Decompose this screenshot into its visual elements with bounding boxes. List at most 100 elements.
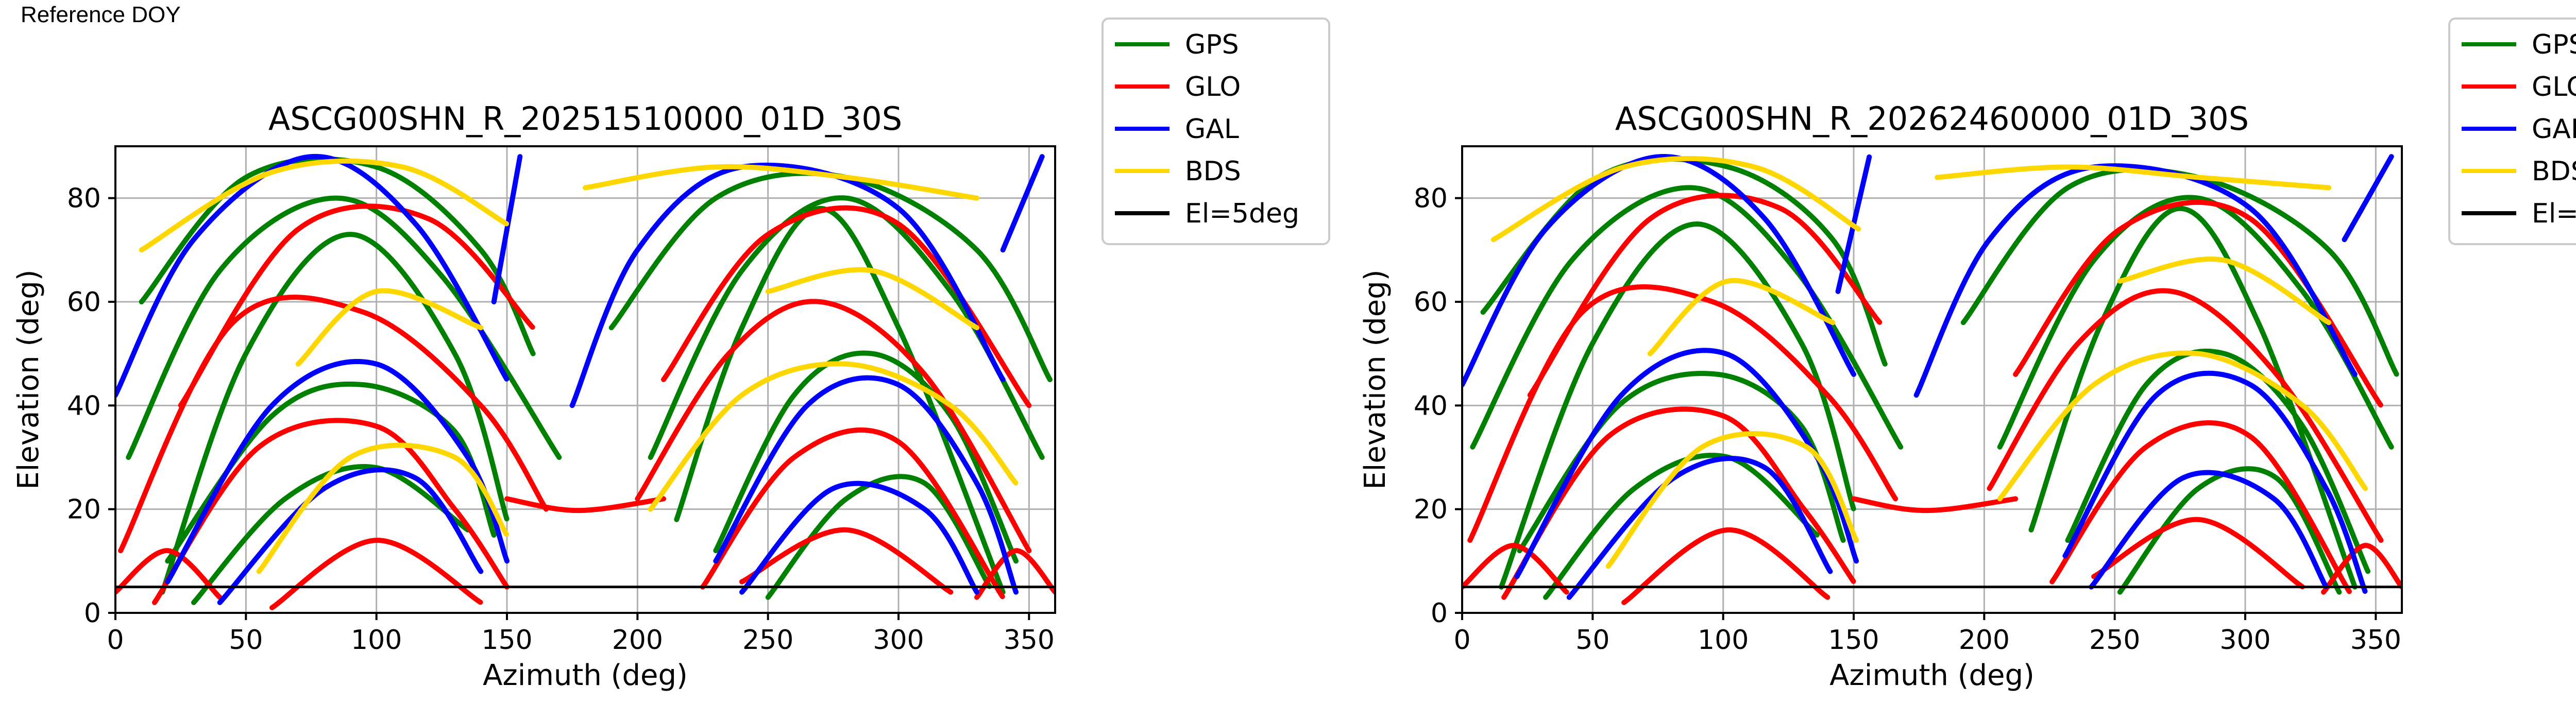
track-bds: [1647, 278, 1836, 356]
legend-label: GLO: [1185, 72, 1241, 102]
x-tick-label: 300: [873, 625, 924, 656]
legend-label: GAL: [1185, 114, 1239, 145]
track-gal: [2342, 154, 2394, 243]
track-bds: [1605, 431, 1859, 569]
legend-label: BDS: [2532, 156, 2576, 187]
legend-label: BDS: [1185, 156, 1241, 187]
track-gps: [765, 474, 993, 600]
y-tick-label: 0: [1431, 598, 1448, 629]
y-tick-label: 60: [67, 287, 101, 318]
track-glo: [974, 548, 1055, 600]
track-gal: [115, 153, 510, 398]
track-glo: [152, 418, 510, 605]
track-glo: [2091, 517, 2306, 590]
x-tick-label: 150: [1828, 625, 1879, 656]
plot-frame: [1461, 145, 2403, 614]
track-gps: [2028, 205, 2358, 590]
x-tick-label: 200: [1959, 625, 2010, 656]
x-tick-label: 100: [1698, 625, 1749, 656]
track-gal: [2062, 370, 2368, 595]
track-glo: [661, 205, 1032, 408]
legend-label: GAL: [2532, 114, 2576, 145]
track-glo: [178, 203, 536, 408]
track-glo: [115, 548, 223, 600]
series-bds: [1490, 156, 2368, 569]
y-tick-label: 20: [1414, 494, 1448, 525]
track-gal: [1462, 154, 1856, 388]
track-bds: [2117, 256, 2332, 325]
track-gps: [1543, 453, 1820, 600]
legend-label: GPS: [1185, 29, 1239, 60]
track-bds: [583, 164, 979, 201]
track-glo: [1621, 527, 1831, 605]
track-gps: [713, 350, 1019, 564]
track-gal: [217, 467, 484, 605]
track-gps: [1470, 185, 1904, 450]
tracks: [115, 153, 1055, 610]
track-gal: [491, 154, 523, 304]
series-bds: [139, 158, 1019, 574]
grid: [114, 146, 1055, 614]
track-bds: [295, 288, 484, 367]
track-glo: [700, 427, 1006, 600]
track-gal: [1514, 348, 1859, 579]
track-glo: [504, 496, 666, 513]
track-glo: [1501, 406, 1856, 600]
track-bds: [256, 442, 510, 574]
track-gal: [2089, 470, 2329, 590]
track-glo: [1527, 193, 1883, 398]
series-gal: [1462, 154, 2394, 600]
chart-1: 0 50 100 150 200 250 300 350 0 20 40 60 80 ASCG00SHN_…: [12, 18, 1330, 692]
legend-box: [2448, 18, 2576, 245]
track-glo: [635, 299, 1032, 554]
track-gal: [1566, 456, 1833, 600]
track-gal: [1000, 154, 1045, 253]
track-gps: [2117, 466, 2342, 595]
legend-label: El=5deg: [2532, 198, 2576, 229]
track-glo: [1462, 543, 1569, 595]
y-tick-label: 80: [1414, 183, 1448, 214]
y-axis-label: Elevation (deg): [12, 269, 45, 489]
track-gps: [2065, 348, 2371, 574]
track-glo: [2049, 420, 2352, 595]
x-tick-label: 50: [1575, 625, 1609, 656]
track-bds: [765, 267, 979, 331]
x-tick-label: 200: [612, 625, 663, 656]
chart-title: ASCG00SHN_R_20262460000_01D_30S: [1615, 100, 2249, 138]
y-tick-label: 80: [67, 183, 101, 214]
track-bds: [1935, 164, 2332, 191]
x-axis-label: Azimuth (deg): [483, 659, 688, 692]
y-tick-label: 60: [1414, 287, 1448, 318]
track-glo: [2321, 543, 2402, 595]
legend-label: GPS: [2532, 29, 2576, 60]
legend-box: [1101, 18, 1330, 245]
x-tick-label: 100: [351, 625, 402, 656]
x-tick-label: 150: [481, 625, 532, 656]
x-tick-label: 0: [107, 625, 124, 656]
track-bds: [1490, 156, 1862, 243]
y-axis-label: Elevation (deg): [1359, 269, 1392, 489]
track-bds: [139, 158, 510, 253]
track-gal: [739, 481, 979, 595]
tracks: [1462, 154, 2402, 605]
x-tick-label: 250: [742, 625, 793, 656]
legend-label: GLO: [2532, 72, 2576, 102]
track-glo: [1987, 288, 2384, 543]
x-tick-label: 350: [1004, 625, 1055, 656]
y-tick-label: 0: [84, 598, 101, 629]
legend: GPS GLO GAL BDS El=5deg: [1101, 18, 1330, 245]
track-bds: [648, 361, 1019, 512]
x-tick-label: 0: [1453, 625, 1470, 656]
track-glo: [1851, 496, 2019, 513]
track-glo: [1467, 284, 1899, 543]
x-tick-label: 50: [229, 625, 263, 656]
y-tick-label: 20: [67, 494, 101, 525]
x-tick-label: 250: [2089, 625, 2140, 656]
reference-doy-label: Reference DOY: [21, 2, 181, 27]
track-bds: [1997, 350, 2368, 502]
x-axis-label: Azimuth (deg): [1829, 659, 2035, 692]
legend: GPS GLO GAL BDS El=5deg: [2448, 18, 2576, 245]
series-glo: [115, 203, 1055, 610]
chart-title: ASCG00SHN_R_20251510000_01D_30S: [268, 100, 902, 138]
